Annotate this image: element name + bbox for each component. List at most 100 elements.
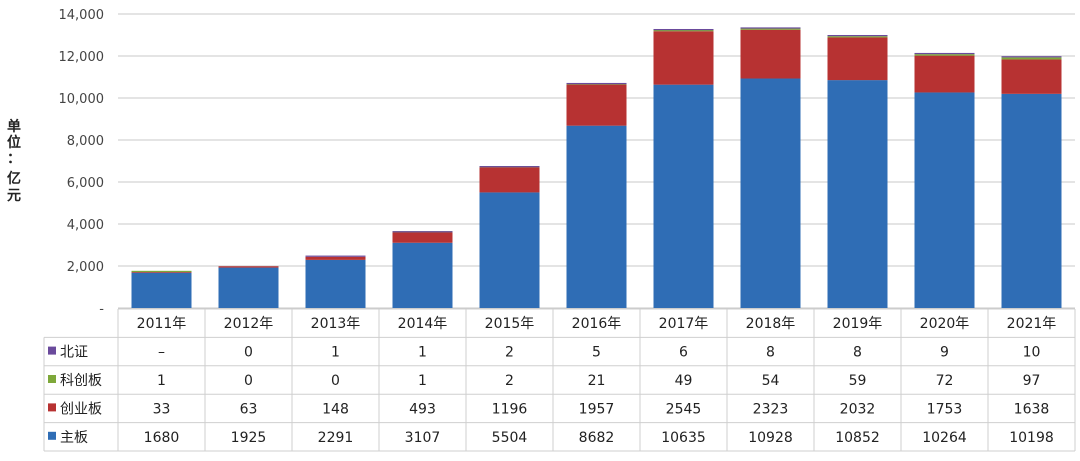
- data-label: 1: [418, 345, 427, 361]
- y-tick-label: 2,000: [67, 260, 104, 275]
- bar-segment: [131, 272, 192, 308]
- data-label: 2323: [753, 401, 789, 417]
- data-label: 97: [1023, 373, 1041, 389]
- x-tick-label: 2018年: [746, 316, 796, 332]
- data-label: 1638: [1014, 401, 1050, 417]
- data-label: 6: [679, 345, 688, 361]
- data-label: 1957: [579, 401, 615, 417]
- bar-segment: [1001, 93, 1062, 308]
- data-table: 2011年 2012年 2013年 2014年 2015年 2016年 2017年 2018年…: [43, 308, 1076, 452]
- legend-swatch: [48, 431, 56, 440]
- bar-segment: [479, 192, 540, 308]
- data-label: 2: [505, 373, 514, 389]
- bar-segment: [305, 259, 366, 308]
- bar-segment: [827, 80, 888, 308]
- bar-segment: [566, 82, 627, 85]
- bar-segment: [653, 30, 714, 32]
- bar-segment: [653, 84, 714, 308]
- bar-segment: [479, 167, 540, 193]
- bar-segment: [740, 28, 801, 30]
- data-label: 0: [244, 345, 253, 361]
- bar-segment: [131, 270, 192, 273]
- data-label: 0: [331, 373, 340, 389]
- legend-swatch: [48, 346, 56, 355]
- bar-segment: [1001, 56, 1062, 58]
- data-label: –: [158, 345, 165, 361]
- bar-segment: [740, 29, 801, 79]
- bar-segment: [827, 36, 888, 38]
- bar-segment: [131, 271, 192, 273]
- x-tick-label: 2013年: [311, 316, 361, 332]
- data-label: 63: [240, 401, 258, 417]
- data-label: 10852: [835, 430, 880, 446]
- bar-segment: [827, 37, 888, 81]
- data-label: 21: [588, 373, 606, 389]
- data-label: 2545: [666, 401, 702, 417]
- bar-segment: [653, 28, 714, 31]
- bar-segment: [740, 27, 801, 29]
- bar-segment: [914, 54, 975, 56]
- data-label: 9: [940, 345, 949, 361]
- bar-segment: [566, 84, 627, 126]
- y-tick-label: 12,000: [59, 50, 105, 65]
- y-axis-ticks: - 2,000 4,000 6,000 8,000 10,000 12,000 14,000: [59, 8, 105, 317]
- data-label: 33: [153, 401, 171, 417]
- bar-segment: [392, 242, 453, 308]
- x-tick-label: 2017年: [659, 316, 709, 332]
- x-tick-label: 2015年: [485, 316, 535, 332]
- x-tick-label: 2020年: [920, 316, 970, 332]
- data-label: 148: [322, 401, 349, 417]
- bar-segment: [479, 166, 540, 168]
- y-tick-label: 6,000: [67, 176, 104, 191]
- bar-segment: [914, 92, 975, 309]
- data-label: 10635: [661, 430, 706, 446]
- x-tick-label: 2016年: [572, 316, 622, 332]
- data-label: 3107: [405, 430, 441, 446]
- data-label: 5: [592, 345, 601, 361]
- legend-label: 主板: [60, 430, 88, 446]
- data-label: 2291: [318, 430, 354, 446]
- bar-segment: [218, 267, 279, 308]
- data-label: 10928: [748, 430, 793, 446]
- data-label: 8: [853, 345, 862, 361]
- bar-segment: [392, 232, 453, 243]
- data-label: 1680: [144, 430, 180, 446]
- bar-segment: [305, 256, 366, 260]
- data-label: 1: [418, 373, 427, 389]
- y-tick-label: -: [99, 302, 104, 317]
- data-label: 1196: [492, 401, 528, 417]
- bar-segment: [566, 125, 627, 308]
- x-tick-label: 2011年: [137, 316, 187, 332]
- y-axis-label-char: ：: [7, 151, 21, 167]
- y-tick-label: 4,000: [67, 218, 104, 233]
- data-label: 2: [505, 345, 514, 361]
- data-label: 8: [766, 345, 775, 361]
- data-label: 59: [849, 373, 867, 389]
- data-label: 10: [1023, 345, 1041, 361]
- data-label: 2032: [840, 401, 876, 417]
- data-label: 1: [331, 345, 340, 361]
- bar-segment: [653, 31, 714, 85]
- bar-segment: [914, 55, 975, 93]
- legend-swatch: [48, 375, 56, 383]
- bar-segment: [914, 52, 975, 55]
- bar-segment: [827, 34, 888, 37]
- y-axis-label-char: 单: [7, 118, 21, 135]
- bar-segment: [305, 255, 366, 257]
- data-label: 1925: [231, 430, 267, 446]
- bars: [131, 27, 1062, 309]
- legend-label: 北证: [60, 345, 88, 361]
- data-label: 72: [936, 373, 954, 389]
- y-tick-label: 10,000: [59, 92, 105, 107]
- data-label: 54: [762, 373, 780, 389]
- data-label: 1753: [927, 401, 963, 417]
- x-tick-label: 2019年: [833, 316, 883, 332]
- x-tick-label: 2014年: [398, 316, 448, 332]
- y-tick-label: 14,000: [59, 8, 105, 23]
- data-label: 0: [244, 373, 253, 389]
- data-label: 10264: [922, 430, 967, 446]
- data-label: 8682: [579, 430, 615, 446]
- y-axis-label: 单位： 亿元: [7, 118, 21, 204]
- x-tick-label: 2021年: [1007, 316, 1057, 332]
